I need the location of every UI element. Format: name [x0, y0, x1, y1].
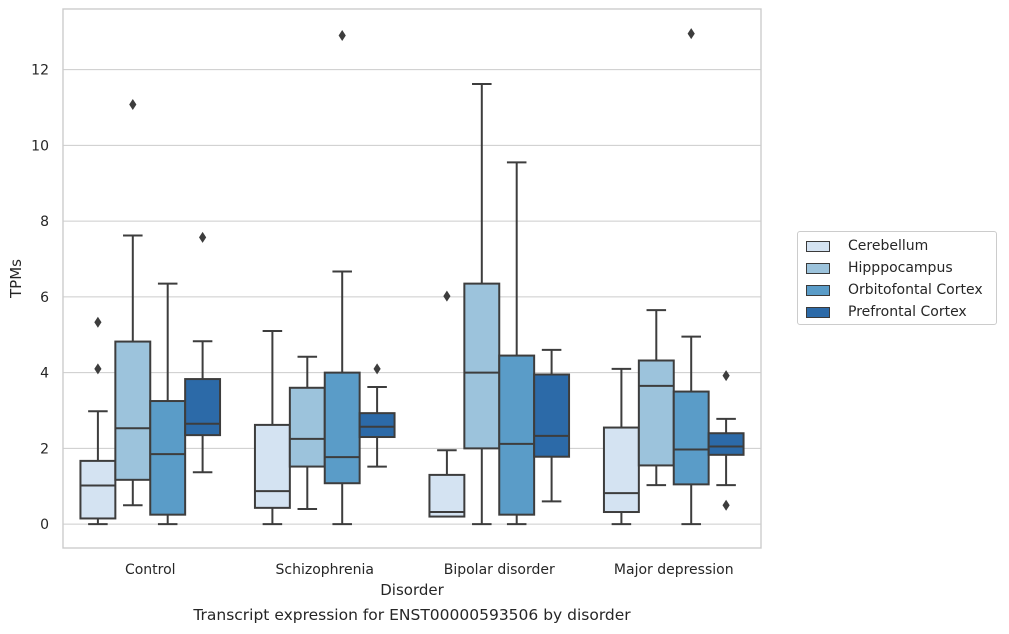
chart-caption: Transcript expression for ENST0000059350… — [193, 606, 631, 624]
y-axis-label: TPMs — [7, 259, 25, 299]
legend-item-cerebellum: Cerebellum — [806, 236, 928, 256]
box-orbitofontal-cortex-major-depression — [672, 390, 710, 486]
box-prefrontal-cortex-schizophrenia — [358, 412, 396, 439]
x-tick-label: Control — [125, 562, 176, 578]
legend: Cerebellum Hipppocampus Orbitofontal Cor… — [797, 231, 997, 325]
legend-label-hippocampus: Hipppocampus — [848, 260, 953, 276]
outlier-prefrontal-cortex-major-depression — [722, 370, 730, 382]
legend-label-prefrontal-cortex: Prefrontal Cortex — [848, 304, 967, 320]
box-cerebellum-control — [79, 459, 117, 520]
outlier-prefrontal-cortex-schizophrenia — [373, 363, 381, 375]
legend-item-hippocampus: Hipppocampus — [806, 258, 953, 278]
x-axis-label: Disorder — [380, 581, 444, 599]
box-prefrontal-cortex-bipolar-disorder — [533, 373, 571, 458]
outlier-cerebellum-bipolar-disorder — [443, 290, 451, 302]
y-tick-label: 0 — [40, 517, 49, 533]
box-prefrontal-cortex-major-depression — [707, 432, 745, 456]
y-tick-label: 6 — [40, 290, 49, 306]
outlier-cerebellum-control — [94, 316, 102, 328]
legend-item-prefrontal-cortex: Prefrontal Cortex — [806, 302, 967, 322]
legend-item-orbitofrontal-cortex: Orbitofontal Cortex — [806, 280, 983, 300]
y-tick-label: 10 — [31, 138, 49, 154]
box-orbitofontal-cortex-bipolar-disorder — [498, 354, 536, 516]
box-cerebellum-major-depression — [602, 426, 640, 514]
y-tick-label: 4 — [40, 366, 49, 382]
box-orbitofontal-cortex-control — [149, 400, 187, 516]
legend-swatch-prefrontal-cortex — [806, 306, 830, 318]
outlier-orbitofontal-cortex-schizophrenia — [338, 30, 346, 42]
plot-frame — [62, 8, 762, 549]
y-tick-label: 2 — [40, 441, 49, 457]
y-tick-label: 8 — [40, 214, 49, 230]
legend-label-cerebellum: Cerebellum — [848, 238, 929, 254]
y-tick-label: 12 — [31, 63, 49, 79]
legend-swatch-hippocampus — [806, 262, 830, 274]
outlier-hipppocampus-control — [129, 98, 137, 110]
outlier-prefrontal-cortex-control — [199, 231, 207, 243]
box-orbitofontal-cortex-schizophrenia — [323, 371, 361, 485]
box-hipppocampus-major-depression — [637, 359, 675, 467]
box-hipppocampus-bipolar-disorder — [463, 282, 501, 450]
x-tick-label: Bipolar disorder — [444, 562, 555, 578]
outlier-orbitofontal-cortex-major-depression — [687, 28, 695, 40]
box-cerebellum-schizophrenia — [253, 423, 291, 509]
x-tick-label: Schizophrenia — [276, 562, 374, 578]
outlier-cerebellum-control — [94, 363, 102, 375]
x-tick-label: Major depression — [614, 562, 734, 578]
legend-swatch-cerebellum — [806, 240, 830, 252]
box-hipppocampus-control — [114, 340, 152, 481]
legend-swatch-orbitofrontal-cortex — [806, 284, 830, 296]
legend-label-orbitofrontal-cortex: Orbitofontal Cortex — [848, 282, 983, 298]
box-hipppocampus-schizophrenia — [288, 386, 326, 468]
box-cerebellum-bipolar-disorder — [428, 473, 466, 518]
box-prefrontal-cortex-control — [184, 378, 222, 437]
outlier-prefrontal-cortex-major-depression — [722, 499, 730, 511]
